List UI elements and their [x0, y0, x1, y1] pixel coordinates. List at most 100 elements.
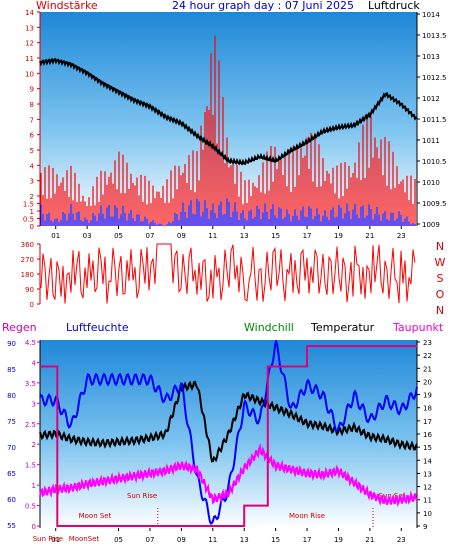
astro-annotation: Sun Rise	[33, 535, 63, 543]
humidity-line	[39, 340, 418, 526]
x-tick-label: 05	[114, 232, 123, 240]
wind-tick-label: 9	[30, 86, 34, 94]
x-tick-label: 07	[145, 232, 154, 240]
windchill-label: Windchill	[244, 321, 294, 334]
x-tick-label: 01	[51, 536, 60, 544]
regen-tick-label: 3	[32, 400, 36, 408]
x-tick-label: 11	[208, 536, 217, 544]
dewpoint-line	[39, 442, 418, 508]
wind-tick-label: 7	[30, 116, 34, 124]
temp-tick-label: 13	[423, 470, 432, 478]
x-tick-label: 19	[334, 232, 343, 240]
wind-tick-label: 10	[25, 70, 34, 78]
humidity-tick-label: 75	[7, 418, 16, 426]
humidity-tick-label: 85	[7, 366, 16, 374]
direction-line	[40, 243, 416, 304]
pressure-tick-label: 1009	[422, 221, 440, 229]
regen-tick-label: 4.5	[25, 339, 36, 347]
temp-tick-label: 15	[423, 444, 432, 452]
humidity-tick-label: 65	[7, 470, 16, 478]
astro-annotation: Sun Set	[378, 492, 405, 500]
taupunkt-label: Taupunkt	[392, 321, 444, 334]
x-tick-label: 15	[271, 232, 280, 240]
pressure-tick-label: 1012.5	[422, 74, 447, 82]
temperature-line	[39, 380, 418, 463]
wind-tick-label: 1	[30, 208, 34, 216]
temp-tick-label: 19	[423, 392, 432, 400]
temp-tick-label: 20	[423, 378, 432, 386]
regen-tick-label: 4	[32, 359, 37, 367]
wind-tick-label: 0	[30, 223, 34, 231]
regen-tick-label: 2	[32, 441, 36, 449]
wind-tick-label: 5	[30, 147, 34, 155]
temp-tick-label: 9	[423, 523, 427, 531]
wind-tick-label: 1.5	[23, 201, 34, 209]
rain-line	[40, 345, 417, 527]
wind-tick-label: 11	[25, 55, 34, 63]
direction-tick-label: 360	[21, 241, 34, 249]
x-tick-label: 05	[114, 536, 123, 544]
pressure-tick-label: 1014	[422, 11, 440, 19]
wind-tick-label: 3	[30, 178, 34, 186]
temp-tick-label: 23	[423, 339, 432, 347]
temp-tick-label: 10	[423, 510, 432, 518]
wind-tick-label: 4	[30, 162, 35, 170]
panel1-right-label: Luftdruck	[368, 0, 420, 12]
regen-tick-label: 0	[32, 523, 36, 531]
x-tick-label: 17	[303, 536, 312, 544]
x-tick-label: 23	[397, 536, 406, 544]
regen-tick-label: 0.5	[25, 503, 36, 511]
pressure-tick-label: 1009.5	[422, 200, 447, 208]
temp-tick-label: 17	[423, 418, 432, 426]
astro-annotation: Sun Rise	[127, 492, 157, 500]
humidity-tick-label: 70	[7, 444, 16, 452]
temp-tick-label: 18	[423, 405, 432, 413]
x-tick-label: 19	[334, 536, 343, 544]
x-tick-label: 21	[365, 536, 374, 544]
wind-direction-plot-area	[40, 244, 417, 304]
pressure-tick-label: 1010.5	[422, 158, 447, 166]
temp-tick-label: 21	[423, 365, 432, 373]
x-tick-label: 03	[83, 232, 92, 240]
direction-tick-label: 270	[21, 256, 34, 264]
x-tick-label: 13	[240, 536, 249, 544]
x-tick-label: 01	[51, 232, 60, 240]
compass-label: N	[436, 240, 444, 253]
pressure-tick-label: 1012	[422, 95, 440, 103]
compass-label: N	[436, 304, 444, 317]
regen-tick-label: 2.5	[25, 421, 36, 429]
panel1-title: 24 hour graph day : 07 Juni 2025	[172, 0, 354, 12]
x-tick-label: 21	[365, 232, 374, 240]
astro-annotation: MoonSet	[69, 535, 100, 543]
wind-tick-label: 13	[25, 24, 34, 32]
temp-tick-label: 22	[423, 352, 432, 360]
humidity-tick-label: 55	[7, 522, 16, 530]
direction-tick-label: 180	[21, 271, 34, 279]
x-tick-label: 07	[145, 536, 154, 544]
panel1-left-label: Windstärke	[36, 0, 98, 12]
wind-tick-label: 6	[30, 132, 35, 140]
x-tick-label: 17	[303, 232, 312, 240]
wind-tick-label: 0.5	[23, 216, 34, 224]
pressure-tick-label: 1011	[422, 137, 440, 145]
wind-tick-label: 8	[30, 101, 34, 109]
temp-tick-label: 14	[423, 457, 432, 465]
direction-tick-label: 90	[25, 286, 34, 294]
regen-label: Regen	[2, 321, 37, 334]
temp-tick-label: 11	[423, 497, 432, 505]
temp-tick-label: 16	[423, 431, 432, 439]
humidity-tick-label: 60	[7, 496, 16, 504]
x-tick-label: 13	[240, 232, 249, 240]
compass-label: W	[435, 256, 446, 269]
pressure-tick-label: 1010	[422, 179, 440, 187]
pressure-tick-label: 1013	[422, 53, 440, 61]
x-tick-label: 09	[177, 232, 186, 240]
direction-tick-label: 0	[30, 301, 34, 309]
wind-tick-label: 12	[25, 40, 34, 48]
astro-annotation: Moon Rise	[289, 512, 325, 520]
pressure-tick-label: 1011.5	[422, 116, 447, 124]
compass-label: O	[436, 288, 445, 301]
x-tick-label: 23	[397, 232, 406, 240]
x-tick-label: 11	[208, 232, 217, 240]
